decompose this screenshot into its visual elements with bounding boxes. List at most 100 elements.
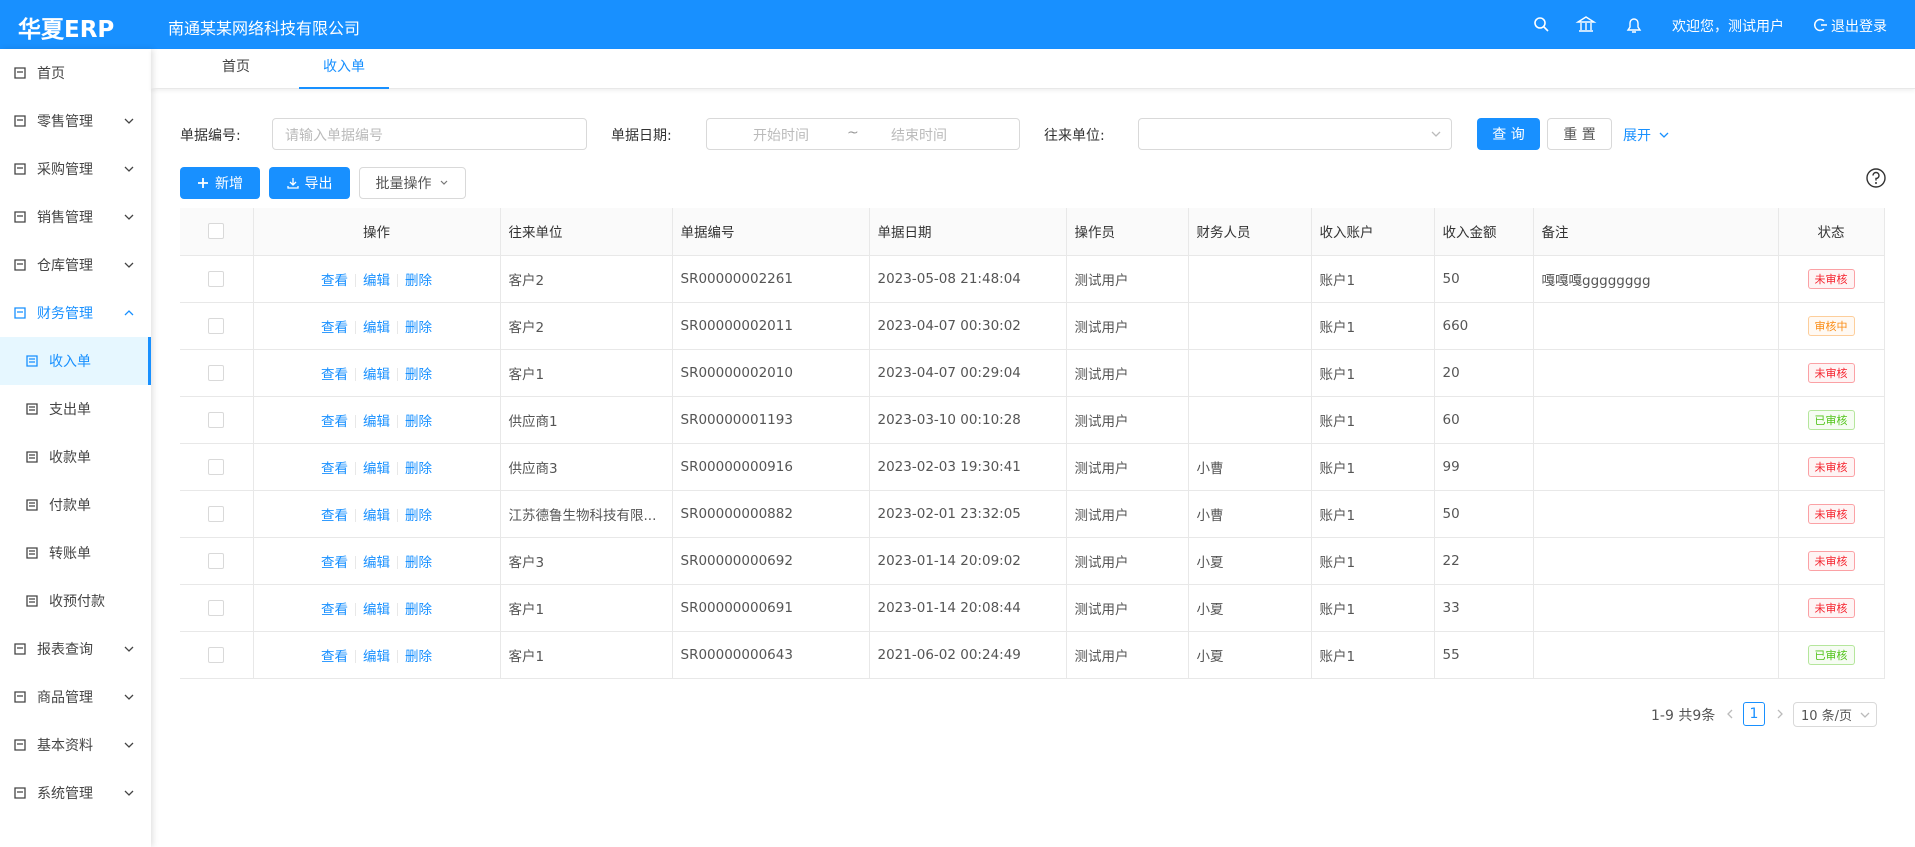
checkbox[interactable] — [208, 318, 224, 334]
table-row: 查看编辑删除客户1SR000000020102023-04-07 00:29:0… — [180, 349, 1884, 396]
cell: 账户1 — [1311, 255, 1434, 302]
checkbox[interactable] — [208, 271, 224, 287]
cell: 99 — [1434, 443, 1533, 490]
cell — [1188, 302, 1311, 349]
action-link[interactable]: 删除 — [405, 508, 432, 524]
icon — [25, 594, 39, 608]
page-number[interactable]: 1 — [1743, 702, 1765, 726]
action-link[interactable]: 查看 — [321, 508, 348, 524]
checkbox[interactable] — [208, 553, 224, 569]
action-link[interactable]: 编辑 — [363, 555, 390, 571]
action-link[interactable]: 查看 — [321, 555, 348, 571]
submenu-item[interactable]: 转账单 — [0, 529, 151, 577]
action-cell: 查看编辑删除 — [253, 349, 500, 396]
action-link[interactable]: 删除 — [405, 555, 432, 571]
menu-item[interactable]: 仓库管理 — [0, 241, 151, 289]
cell: 测试用户 — [1066, 349, 1188, 396]
cell: 嘎嘎嘎gggggggg — [1533, 255, 1778, 302]
menu-item[interactable]: 采购管理 — [0, 145, 151, 193]
date-range[interactable]: 开始时间~结束时间 — [706, 118, 1020, 150]
cell: 客户2 — [500, 255, 672, 302]
page-size: 10 条/页 — [1801, 705, 1852, 724]
content: 单据编号:请输入单据编号单据日期:开始时间~结束时间往来单位:查 询重 置展开新… — [151, 89, 1915, 847]
top-icons[interactable] — [1533, 16, 1653, 34]
action-link[interactable]: 查看 — [321, 649, 348, 665]
checkbox[interactable] — [208, 412, 224, 428]
submenu-item[interactable]: 付款单 — [0, 481, 151, 529]
action-link[interactable]: 编辑 — [363, 461, 390, 477]
help-icon[interactable] — [1865, 167, 1887, 189]
action-link[interactable]: 编辑 — [363, 602, 390, 618]
export-button[interactable]: 导出 — [269, 167, 350, 199]
action-link[interactable]: 编辑 — [363, 320, 390, 336]
status-tag: 已审核 — [1808, 645, 1855, 665]
action-link[interactable]: 编辑 — [363, 273, 390, 289]
menu-item[interactable]: 报表查询 — [0, 625, 151, 673]
reset-button[interactable]: 重 置 — [1547, 118, 1612, 150]
checkbox[interactable] — [208, 223, 224, 239]
action-link[interactable]: 查看 — [321, 273, 348, 289]
checkbox[interactable] — [208, 647, 224, 663]
action-link[interactable]: 删除 — [405, 461, 432, 477]
submenu-item[interactable]: 收入单 — [0, 337, 151, 385]
icon — [13, 66, 27, 80]
cell: 2023-03-10 00:10:28 — [869, 396, 1066, 443]
text-input[interactable]: 请输入单据编号 — [272, 118, 587, 150]
action-link[interactable]: 查看 — [321, 320, 348, 336]
action-link[interactable]: 删除 — [405, 367, 432, 383]
divider — [397, 462, 398, 475]
menu-item[interactable]: 系统管理 — [0, 769, 151, 817]
menu-item[interactable]: 销售管理 — [0, 193, 151, 241]
batch-button[interactable]: 批量操作 — [359, 167, 466, 199]
status-cell: 已审核 — [1778, 396, 1884, 443]
header-cell: 单据编号 — [672, 208, 869, 255]
action-cell: 查看编辑删除 — [253, 396, 500, 443]
divider — [397, 650, 398, 663]
submenu-item[interactable]: 收款单 — [0, 433, 151, 481]
menu-item[interactable]: 首页 — [0, 49, 151, 97]
tab[interactable]: 首页 — [191, 49, 281, 89]
submenu-item[interactable]: 收预付款 — [0, 577, 151, 625]
action-link[interactable]: 查看 — [321, 602, 348, 618]
action-link[interactable]: 删除 — [405, 414, 432, 430]
cell: 测试用户 — [1066, 537, 1188, 584]
action-cell: 查看编辑删除 — [253, 631, 500, 678]
expand-link[interactable]: 展开 — [1623, 125, 1651, 145]
action-link[interactable]: 删除 — [405, 320, 432, 336]
cell — [180, 443, 253, 490]
action-link[interactable]: 删除 — [405, 602, 432, 618]
action-link[interactable]: 删除 — [405, 273, 432, 289]
company-name: 南通某某网络科技有限公司 — [168, 15, 360, 39]
logout-icon[interactable] — [1814, 18, 1828, 32]
page-size-select[interactable]: 10 条/页 — [1793, 702, 1877, 727]
action-link[interactable]: 查看 — [321, 367, 348, 383]
action-link[interactable]: 查看 — [321, 414, 348, 430]
action-link[interactable]: 编辑 — [363, 508, 390, 524]
menu-item[interactable]: 商品管理 — [0, 673, 151, 721]
checkbox[interactable] — [208, 600, 224, 616]
submenu-item[interactable]: 支出单 — [0, 385, 151, 433]
action-link[interactable]: 编辑 — [363, 367, 390, 383]
icon — [1773, 707, 1787, 721]
select[interactable] — [1138, 118, 1452, 150]
logout-link[interactable]: 退出登录 — [1831, 16, 1887, 36]
add-button[interactable]: 新增 — [180, 167, 260, 199]
tab[interactable]: 收入单 — [299, 49, 389, 89]
menu-item[interactable]: 财务管理 — [0, 289, 151, 337]
action-link[interactable]: 查看 — [321, 461, 348, 477]
query-button[interactable]: 查 询 — [1477, 118, 1540, 150]
action-link[interactable]: 编辑 — [363, 414, 390, 430]
cell: 2023-04-07 00:30:02 — [869, 302, 1066, 349]
checkbox[interactable] — [208, 365, 224, 381]
logo[interactable]: 华夏ERP — [18, 10, 114, 44]
action-link[interactable]: 删除 — [405, 649, 432, 665]
icon — [122, 306, 136, 320]
icon — [122, 642, 136, 656]
menu-item[interactable]: 零售管理 — [0, 97, 151, 145]
checkbox[interactable] — [208, 459, 224, 475]
action-link[interactable]: 编辑 — [363, 649, 390, 665]
menu-item[interactable]: 基本资料 — [0, 721, 151, 769]
cell: SR00000000882 — [672, 490, 869, 537]
checkbox[interactable] — [208, 506, 224, 522]
icon — [122, 786, 136, 800]
